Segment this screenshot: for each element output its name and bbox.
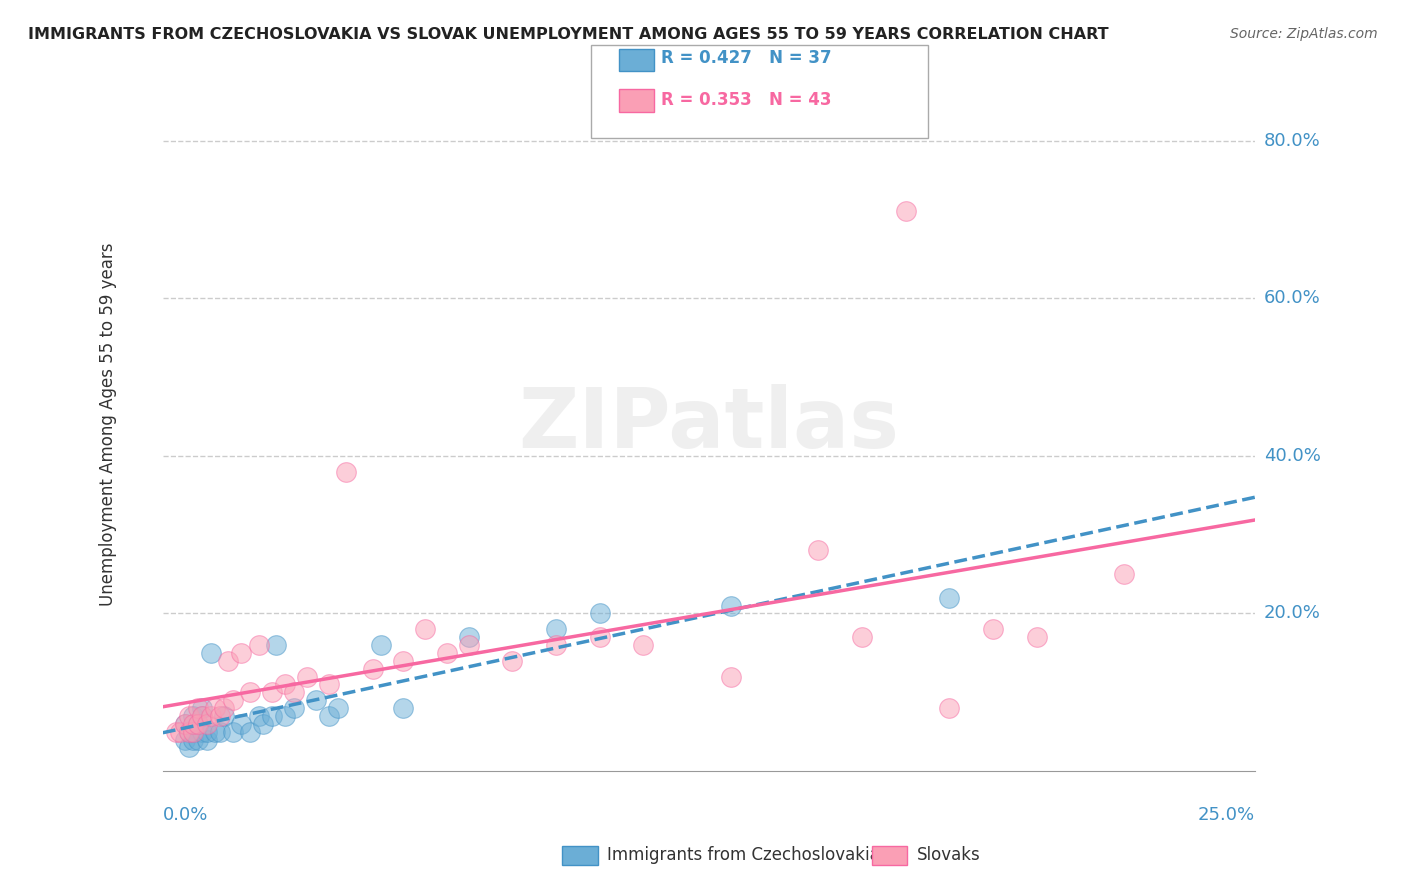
Point xyxy=(173,716,195,731)
Point xyxy=(183,732,205,747)
Point xyxy=(392,654,415,668)
Text: 40.0%: 40.0% xyxy=(1264,447,1320,465)
Point xyxy=(262,685,284,699)
Point xyxy=(361,662,384,676)
Point xyxy=(274,677,297,691)
Point xyxy=(589,630,612,644)
Text: Immigrants from Czechoslovakia: Immigrants from Czechoslovakia xyxy=(607,847,880,864)
Point xyxy=(169,724,191,739)
Point xyxy=(544,638,567,652)
Point xyxy=(204,724,226,739)
Point xyxy=(187,732,209,747)
Point xyxy=(392,701,415,715)
Point xyxy=(720,599,742,613)
Point xyxy=(318,709,340,723)
Point xyxy=(165,724,187,739)
Text: Source: ZipAtlas.com: Source: ZipAtlas.com xyxy=(1230,27,1378,41)
Point xyxy=(187,716,209,731)
Text: Slovaks: Slovaks xyxy=(917,847,980,864)
Point xyxy=(1025,630,1047,644)
Text: R = 0.427   N = 37: R = 0.427 N = 37 xyxy=(661,49,831,67)
Text: 25.0%: 25.0% xyxy=(1198,805,1256,824)
Point xyxy=(195,732,218,747)
Point xyxy=(501,654,523,668)
Point xyxy=(177,724,200,739)
Point xyxy=(239,685,262,699)
Point xyxy=(191,709,214,723)
Text: 0.0%: 0.0% xyxy=(163,805,208,824)
Point xyxy=(222,693,245,707)
Point xyxy=(187,716,209,731)
Point xyxy=(938,701,960,715)
Point xyxy=(200,709,222,723)
Point xyxy=(183,724,205,739)
Point xyxy=(436,646,458,660)
Point xyxy=(335,465,357,479)
Point xyxy=(413,622,436,636)
Point xyxy=(183,724,205,739)
Point xyxy=(457,638,479,652)
Point xyxy=(274,709,297,723)
Point xyxy=(195,724,218,739)
Point xyxy=(200,646,222,660)
Point xyxy=(981,622,1004,636)
Point xyxy=(457,630,479,644)
Point xyxy=(231,646,253,660)
Point xyxy=(283,685,305,699)
Point xyxy=(195,716,218,731)
Point xyxy=(231,716,253,731)
Point xyxy=(262,709,284,723)
Point xyxy=(295,669,318,683)
Text: R = 0.353   N = 43: R = 0.353 N = 43 xyxy=(661,91,831,109)
Point xyxy=(183,709,205,723)
Point xyxy=(894,204,917,219)
Point xyxy=(183,716,205,731)
Point xyxy=(177,724,200,739)
Text: 20.0%: 20.0% xyxy=(1264,605,1320,623)
Point xyxy=(222,724,245,739)
Point xyxy=(177,740,200,755)
Text: IMMIGRANTS FROM CZECHOSLOVAKIA VS SLOVAK UNEMPLOYMENT AMONG AGES 55 TO 59 YEARS : IMMIGRANTS FROM CZECHOSLOVAKIA VS SLOVAK… xyxy=(28,27,1109,42)
Point xyxy=(204,701,226,715)
Point xyxy=(191,709,214,723)
Point xyxy=(633,638,655,652)
Text: Unemployment Among Ages 55 to 59 years: Unemployment Among Ages 55 to 59 years xyxy=(100,243,117,606)
Point xyxy=(217,654,239,668)
Point xyxy=(544,622,567,636)
Point xyxy=(208,724,231,739)
Point xyxy=(191,724,214,739)
Point xyxy=(283,701,305,715)
Point xyxy=(938,591,960,605)
Point xyxy=(212,701,235,715)
Text: 80.0%: 80.0% xyxy=(1264,131,1320,150)
Point xyxy=(305,693,328,707)
Point xyxy=(239,724,262,739)
Point xyxy=(208,709,231,723)
Point xyxy=(1112,567,1135,582)
Point xyxy=(187,701,209,715)
Point xyxy=(807,543,830,558)
Point xyxy=(173,716,195,731)
Point xyxy=(177,709,200,723)
Point xyxy=(252,716,274,731)
Point xyxy=(326,701,349,715)
Point xyxy=(191,701,214,715)
Point xyxy=(318,677,340,691)
Text: ZIPatlas: ZIPatlas xyxy=(519,384,900,465)
Point xyxy=(266,638,288,652)
Point xyxy=(851,630,873,644)
Point xyxy=(247,709,270,723)
Text: 60.0%: 60.0% xyxy=(1264,289,1320,307)
Point xyxy=(212,709,235,723)
Point xyxy=(589,607,612,621)
Point xyxy=(247,638,270,652)
Point xyxy=(370,638,392,652)
Point xyxy=(720,669,742,683)
Point xyxy=(173,732,195,747)
